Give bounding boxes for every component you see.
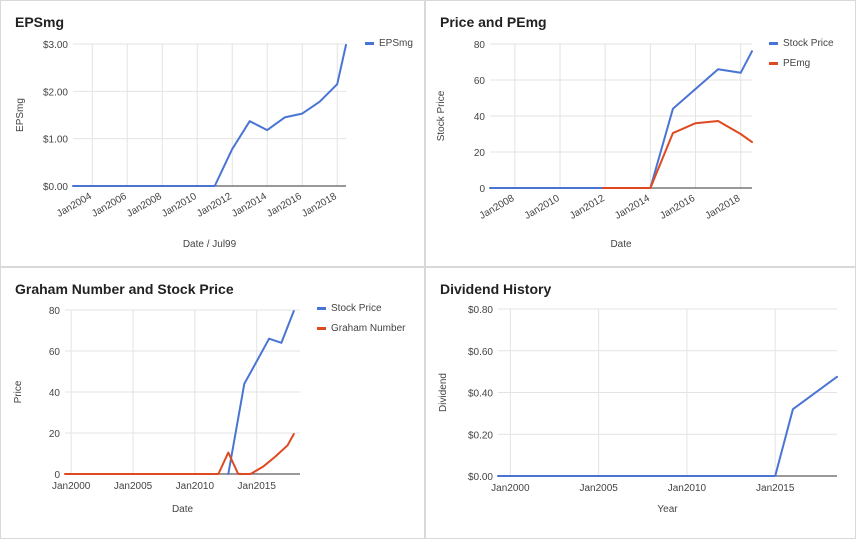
legend-label: Stock Price [783,38,834,49]
y-tick-label: $3.00 [43,40,68,51]
y-tick-label: $0.20 [468,430,493,441]
series-line-dividend [497,375,838,477]
series-line-epsmg [72,43,347,187]
y-tick-label: $0.80 [468,305,493,316]
x-tick-label: Jan2016 [658,193,697,222]
y-tick-label: 0 [479,184,485,195]
legend-label: EPSmg [379,38,413,49]
y-axis-title: EPSmg [15,98,26,132]
y-tick-label: 60 [474,76,486,87]
chart-panel-graham: Graham Number and Stock Price Jan2000 Jan… [1,268,424,538]
y-tick-label: 60 [49,347,61,358]
chart-epsmg: Jan2004Jan2006Jan2008Jan2010Jan2012Jan20… [15,38,413,250]
chart-dividend: Jan2000 Jan2005 Jan2010 Jan2015 $0.00 $0.20 $0… [438,305,838,515]
chart-price-pemg: Jan2008 Jan2010 Jan2012 Jan2014 Jan2016 Jan20… [436,38,834,250]
y-tick-label: $0.00 [468,472,493,483]
chart-title: Graham Number and Stock Price [15,281,234,297]
y-tick-label: $0.00 [43,182,68,193]
x-axis-title: Year [657,504,678,515]
x-axis-title: Date [610,239,632,250]
y-tick-label: 80 [474,40,486,51]
legend-label: Stock Price [331,303,382,314]
y-axis-title: Stock Price [436,90,447,141]
x-tick-label: Jan2010 [160,191,199,220]
y-tick-label: 40 [474,112,486,123]
y-tick-label: 0 [54,470,60,481]
chart-panel-epsmg: EPSmg Jan2004 Jan2006 Jan2008 Jan2010 Jan201… [1,1,424,266]
chart-graham: Jan2000 Jan2005 Jan2010 Jan2015 0 20 40 60 80 Dat… [13,303,406,515]
chart-title: EPSmg [15,14,65,30]
x-tick-label: Jan2010 [523,193,562,222]
x-tick-label: Jan2014 [230,191,269,220]
y-tick-label: $0.60 [468,347,493,358]
chart-title: Price and PEmg [440,14,547,30]
legend-swatch [317,307,326,310]
x-tick-label: Jan2006 [90,191,129,220]
x-tick-label: Jan2015 [756,483,795,494]
legend-label: Graham Number [331,323,406,334]
y-tick-label: 40 [49,388,61,399]
y-tick-label: 20 [49,429,61,440]
x-tick-label: Jan2000 [491,483,530,494]
x-tick-label: Jan2005 [579,483,618,494]
x-tick-label: Jan2005 [114,481,153,492]
x-tick-label: Jan2010 [176,481,215,492]
chart-panel-dividend: Dividend History Jan2000 Jan2005 Jan2010 Ja… [426,268,855,538]
series-line-graham-number [64,433,295,475]
series-line-pemg [601,120,753,189]
chart-panel-price-pemg: Price and PEmg Jan2008 Jan2010 Jan2012 Jan2… [426,1,855,266]
legend-swatch [769,62,778,65]
series-line-stock-price [489,50,753,189]
x-tick-label: Jan2012 [195,191,234,220]
series-line-stock-price [227,310,295,475]
x-axis-title: Date [172,504,194,515]
y-axis-title: Dividend [438,373,449,412]
legend-swatch [769,42,778,45]
y-tick-label: $1.00 [43,135,68,146]
y-tick-label: 20 [474,148,486,159]
legend-swatch [317,327,326,330]
x-tick-label: Jan2015 [238,481,277,492]
legend-label: PEmg [783,58,810,69]
y-tick-label: $2.00 [43,87,68,98]
y-axis-title: Price [13,380,24,403]
x-tick-label: Jan2014 [613,193,652,222]
x-tick-label: Jan2008 [478,193,517,222]
x-tick-label: Jan2010 [668,483,707,494]
x-tick-label: Jan2000 [52,481,91,492]
x-tick-label: Jan2018 [300,191,339,220]
x-tick-label: Jan2012 [568,193,607,222]
y-tick-label: $0.40 [468,389,493,400]
x-tick-label: Jan2004 [55,191,94,220]
x-tick-label: Jan2016 [265,191,304,220]
x-tick-label: Jan2018 [703,193,742,222]
x-tick-label: Jan2008 [125,191,164,220]
y-tick-label: 80 [49,306,61,317]
chart-title: Dividend History [440,281,552,297]
x-axis-title: Date / Jul99 [183,239,237,250]
legend-swatch [365,42,374,45]
